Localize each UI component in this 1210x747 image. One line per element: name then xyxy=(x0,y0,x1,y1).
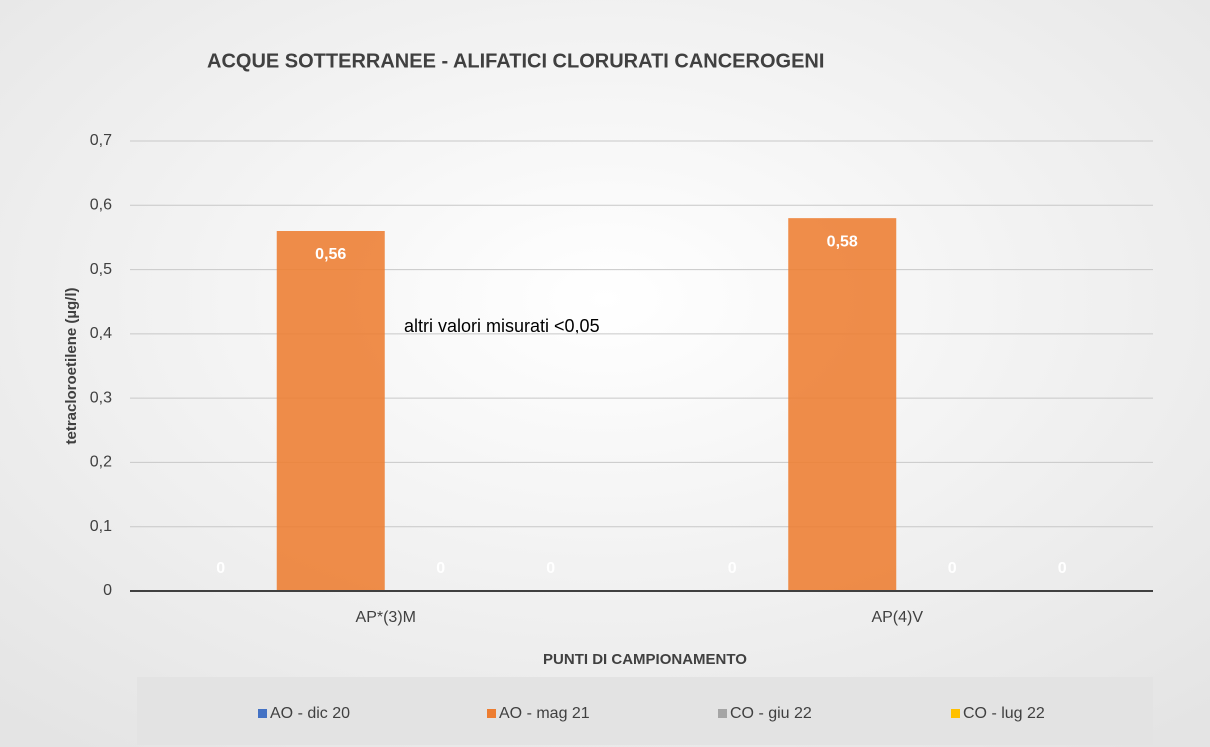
y-tick-label: 0,1 xyxy=(90,518,112,535)
y-tick-label: 0,4 xyxy=(90,325,112,342)
data-label: 0 xyxy=(728,560,737,577)
y-tick-label: 0,6 xyxy=(90,197,112,214)
y-tick-label: 0,2 xyxy=(90,454,112,471)
legend-swatch xyxy=(487,709,496,718)
x-axis-label: PUNTI DI CAMPIONAMENTO xyxy=(543,651,747,668)
y-tick-label: 0,3 xyxy=(90,389,112,406)
x-tick-label: AP(4)V xyxy=(871,609,923,626)
data-label: 0 xyxy=(948,560,957,577)
data-label: 0,56 xyxy=(315,246,346,263)
data-label: 0,58 xyxy=(827,233,858,250)
legend-swatch xyxy=(718,709,727,718)
chart-title: ACQUE SOTTERRANEE - ALIFATICI CLORURATI … xyxy=(207,50,824,72)
annotation: altri valori misurati <0,05 xyxy=(404,316,600,336)
data-label: 0 xyxy=(1058,560,1067,577)
bar xyxy=(788,218,897,591)
y-tick-label: 0,5 xyxy=(90,261,112,278)
y-tick-label: 0,7 xyxy=(90,132,112,149)
y-tick-label: 0 xyxy=(103,582,112,599)
data-label: 0 xyxy=(546,560,555,577)
legend-box xyxy=(137,677,1153,745)
data-label: 0 xyxy=(436,560,445,577)
bar xyxy=(276,231,385,591)
data-label: 0 xyxy=(216,560,225,577)
legend-label: CO - giu 22 xyxy=(730,705,812,722)
x-tick-label: AP*(3)M xyxy=(356,609,416,626)
legend-swatch xyxy=(951,709,960,718)
legend-label: AO - dic 20 xyxy=(270,705,350,722)
legend-swatch xyxy=(258,709,267,718)
legend-label: CO - lug 22 xyxy=(963,705,1045,722)
legend-label: AO - mag 21 xyxy=(499,705,590,722)
y-axis-label: tetracloroetilene (µg/l) xyxy=(63,287,80,444)
